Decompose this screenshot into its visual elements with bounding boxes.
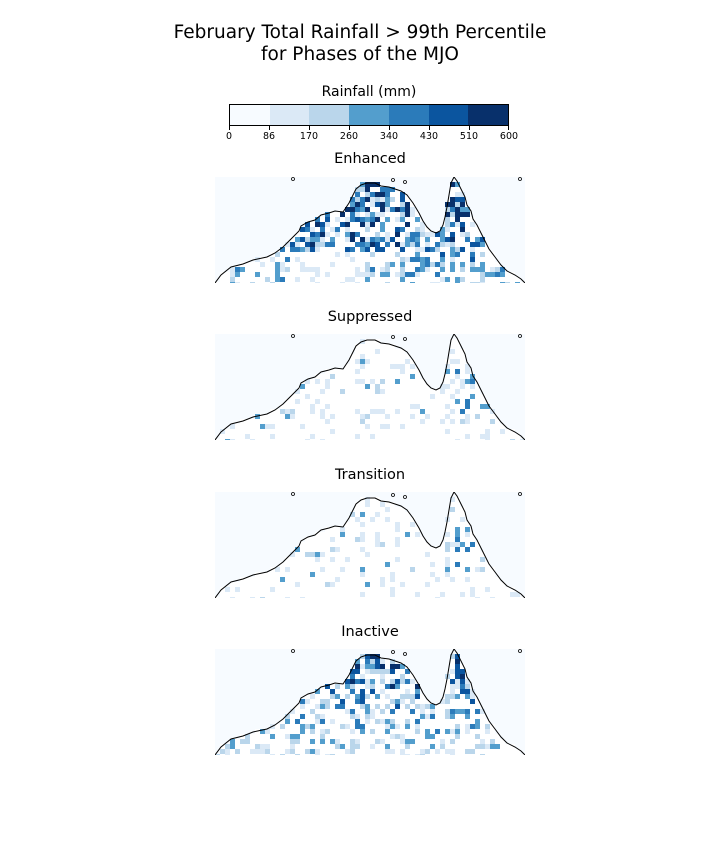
island-outline [403, 180, 407, 184]
island-outline [518, 334, 522, 338]
rainfall-grid [215, 654, 525, 755]
island-outline [518, 177, 522, 181]
colorbar-segment [388, 105, 429, 125]
island-outline [391, 650, 395, 654]
colorbar-tick-label: 340 [379, 131, 399, 142]
map-inactive [215, 649, 525, 755]
rainfall-grid [215, 497, 525, 598]
panel-title-suppressed: Suppressed [327, 309, 413, 325]
colorbar-segment [428, 105, 469, 125]
island-outline [291, 649, 295, 653]
coastline [215, 177, 525, 283]
figure-title-line1: February Total Rainfall > 99th Percentil… [173, 22, 547, 43]
colorbar-tick [429, 126, 430, 130]
island-outline [391, 178, 395, 182]
island-outline [391, 493, 395, 497]
island-outline [291, 334, 295, 338]
map-enhanced [215, 177, 525, 283]
panel-title-transition: Transition [334, 467, 406, 483]
colorbar-title: Rainfall (mm) [321, 84, 417, 100]
colorbar-tick [309, 126, 310, 130]
rainfall-grid [215, 182, 525, 283]
colorbar-segment [309, 105, 350, 125]
panel-title-enhanced: Enhanced [334, 151, 406, 167]
colorbar-segment [230, 105, 270, 125]
colorbar-segment [468, 105, 509, 125]
island-outline [403, 337, 407, 341]
colorbar-segment [269, 105, 310, 125]
colorbar-tick-label: 260 [339, 131, 359, 142]
colorbar-tick [508, 126, 509, 130]
coastline [215, 492, 525, 598]
figure-title: February Total Rainfall > 99th Percentil… [0, 22, 720, 66]
colorbar-tick [349, 126, 350, 130]
island-outline [518, 492, 522, 496]
map-transition [215, 492, 525, 598]
colorbar-tick-label: 600 [499, 131, 519, 142]
colorbar-tick [269, 126, 270, 130]
colorbar-tick-label: 86 [262, 131, 276, 142]
coastline [215, 649, 525, 755]
colorbar-tick-label: 430 [419, 131, 439, 142]
colorbar-tick-label: 0 [225, 131, 233, 142]
island-outline [291, 492, 295, 496]
colorbar-segment [349, 105, 389, 125]
colorbar [229, 104, 509, 126]
colorbar-tick-label: 170 [299, 131, 319, 142]
island-outline [391, 335, 395, 339]
island-outline [403, 652, 407, 656]
figure-title-line2: for Phases of the MJO [260, 44, 459, 65]
colorbar-ticks: 0 86 170 260 340 430 510 600 [225, 126, 518, 144]
colorbar-tick [469, 126, 470, 130]
coastline [215, 334, 525, 440]
panel-title-inactive: Inactive [341, 624, 399, 640]
island-outline [291, 177, 295, 181]
colorbar-tick [389, 126, 390, 130]
map-suppressed [215, 334, 525, 440]
island-outline [518, 649, 522, 653]
island-outline [403, 495, 407, 499]
rainfall-grid [215, 339, 525, 440]
colorbar-tick [229, 126, 230, 130]
colorbar-tick-label: 510 [459, 131, 479, 142]
